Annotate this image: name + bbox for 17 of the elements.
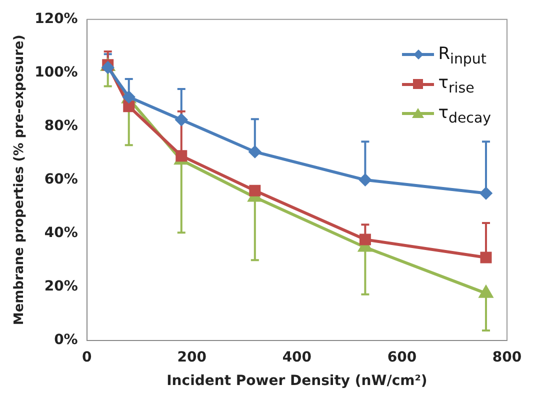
y-tick-label: 20% [44, 278, 78, 295]
x-tick-label: 0 [82, 349, 92, 366]
y-tick-label: 100% [34, 64, 78, 81]
legend-label: R$_{input}$ [438, 44, 486, 68]
x-tick-label: 200 [177, 349, 207, 366]
x-tick-label: 400 [282, 349, 312, 366]
x-tick-label: 600 [387, 349, 417, 366]
legend-label: τ$_{decay}$ [438, 102, 491, 126]
y-tick-label: 80% [44, 118, 78, 134]
x-tick-label: 800 [492, 349, 522, 366]
y-tick-label: 0% [54, 332, 78, 348]
legend-label: τ$_{rise}$ [438, 73, 474, 97]
y-tick-label: 120% [34, 11, 78, 28]
x-axis-title: Incident Power Density (nW/cm²) [166, 373, 428, 390]
y-tick-label: 60% [44, 172, 78, 188]
y-tick-label: 40% [44, 225, 78, 242]
y-axis-title: Membrane properties (% pre-exposure) [12, 34, 28, 326]
